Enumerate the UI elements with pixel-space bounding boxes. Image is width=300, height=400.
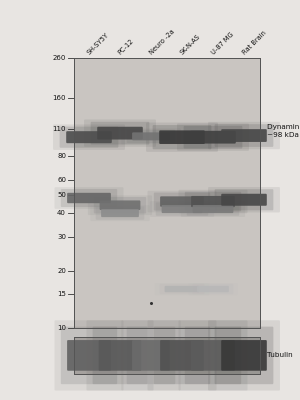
FancyBboxPatch shape bbox=[146, 122, 218, 152]
FancyBboxPatch shape bbox=[191, 196, 235, 207]
Text: 20: 20 bbox=[57, 268, 66, 274]
FancyBboxPatch shape bbox=[67, 193, 111, 203]
Text: Neuro -2a: Neuro -2a bbox=[148, 28, 176, 56]
FancyBboxPatch shape bbox=[178, 190, 248, 213]
FancyBboxPatch shape bbox=[160, 340, 204, 371]
FancyBboxPatch shape bbox=[91, 122, 149, 144]
Text: 10: 10 bbox=[57, 325, 66, 331]
FancyBboxPatch shape bbox=[187, 202, 239, 216]
FancyBboxPatch shape bbox=[96, 206, 144, 220]
FancyBboxPatch shape bbox=[208, 187, 280, 212]
FancyBboxPatch shape bbox=[155, 283, 209, 295]
FancyBboxPatch shape bbox=[101, 209, 139, 217]
Text: U-87 MG: U-87 MG bbox=[210, 32, 235, 56]
FancyBboxPatch shape bbox=[61, 189, 117, 207]
FancyBboxPatch shape bbox=[94, 197, 146, 214]
FancyBboxPatch shape bbox=[154, 327, 210, 384]
FancyBboxPatch shape bbox=[193, 205, 233, 213]
Text: Tubulin: Tubulin bbox=[267, 352, 292, 358]
FancyBboxPatch shape bbox=[121, 128, 181, 144]
FancyBboxPatch shape bbox=[221, 129, 267, 142]
FancyBboxPatch shape bbox=[221, 340, 267, 371]
FancyBboxPatch shape bbox=[214, 124, 273, 147]
Text: 30: 30 bbox=[57, 234, 66, 240]
FancyBboxPatch shape bbox=[165, 286, 200, 292]
FancyBboxPatch shape bbox=[53, 124, 125, 150]
FancyBboxPatch shape bbox=[66, 131, 112, 143]
FancyBboxPatch shape bbox=[90, 205, 150, 221]
FancyBboxPatch shape bbox=[191, 340, 235, 371]
FancyBboxPatch shape bbox=[150, 201, 214, 217]
Bar bbox=[74, 58, 260, 328]
FancyBboxPatch shape bbox=[60, 127, 118, 148]
FancyBboxPatch shape bbox=[153, 125, 211, 149]
FancyBboxPatch shape bbox=[132, 132, 170, 140]
FancyBboxPatch shape bbox=[160, 196, 204, 207]
Text: 60: 60 bbox=[57, 176, 66, 182]
FancyBboxPatch shape bbox=[127, 130, 175, 143]
FancyBboxPatch shape bbox=[156, 202, 208, 216]
FancyBboxPatch shape bbox=[178, 320, 248, 390]
Text: 80: 80 bbox=[57, 153, 66, 159]
FancyBboxPatch shape bbox=[93, 327, 147, 384]
Text: Rat Brain: Rat Brain bbox=[241, 30, 267, 56]
FancyBboxPatch shape bbox=[208, 122, 280, 149]
Text: PC-12: PC-12 bbox=[117, 38, 135, 56]
FancyBboxPatch shape bbox=[181, 201, 245, 217]
FancyBboxPatch shape bbox=[221, 194, 267, 206]
Text: 160: 160 bbox=[52, 95, 66, 101]
FancyBboxPatch shape bbox=[154, 192, 210, 210]
FancyBboxPatch shape bbox=[55, 187, 124, 209]
FancyBboxPatch shape bbox=[185, 327, 241, 384]
FancyBboxPatch shape bbox=[185, 192, 241, 211]
FancyBboxPatch shape bbox=[208, 320, 280, 390]
FancyBboxPatch shape bbox=[88, 195, 152, 215]
FancyBboxPatch shape bbox=[188, 283, 238, 295]
FancyBboxPatch shape bbox=[162, 205, 203, 213]
FancyBboxPatch shape bbox=[190, 131, 236, 144]
FancyBboxPatch shape bbox=[97, 127, 143, 140]
FancyBboxPatch shape bbox=[99, 340, 141, 371]
FancyBboxPatch shape bbox=[132, 340, 170, 371]
Text: 40: 40 bbox=[57, 210, 66, 216]
Bar bbox=[74, 337, 260, 374]
Text: SK-N-AS: SK-N-AS bbox=[179, 34, 202, 56]
FancyBboxPatch shape bbox=[148, 191, 217, 212]
FancyBboxPatch shape bbox=[55, 320, 124, 390]
Text: 110: 110 bbox=[52, 126, 66, 132]
FancyBboxPatch shape bbox=[121, 320, 181, 390]
FancyBboxPatch shape bbox=[84, 120, 156, 147]
FancyBboxPatch shape bbox=[160, 284, 204, 294]
FancyBboxPatch shape bbox=[127, 327, 175, 384]
Text: Dynamin II
~98 kDa: Dynamin II ~98 kDa bbox=[267, 124, 300, 138]
FancyBboxPatch shape bbox=[159, 130, 205, 144]
Text: SH-SY5Y: SH-SY5Y bbox=[86, 32, 110, 56]
FancyBboxPatch shape bbox=[148, 320, 217, 390]
Text: 50: 50 bbox=[57, 192, 66, 198]
FancyBboxPatch shape bbox=[61, 327, 117, 384]
FancyBboxPatch shape bbox=[177, 124, 249, 151]
FancyBboxPatch shape bbox=[214, 327, 273, 384]
FancyBboxPatch shape bbox=[100, 200, 140, 210]
Text: 15: 15 bbox=[57, 291, 66, 297]
FancyBboxPatch shape bbox=[86, 320, 154, 390]
FancyBboxPatch shape bbox=[67, 340, 111, 371]
Text: 260: 260 bbox=[52, 55, 66, 61]
FancyBboxPatch shape bbox=[184, 126, 242, 148]
FancyBboxPatch shape bbox=[197, 286, 229, 292]
FancyBboxPatch shape bbox=[193, 284, 233, 294]
FancyBboxPatch shape bbox=[214, 189, 273, 210]
